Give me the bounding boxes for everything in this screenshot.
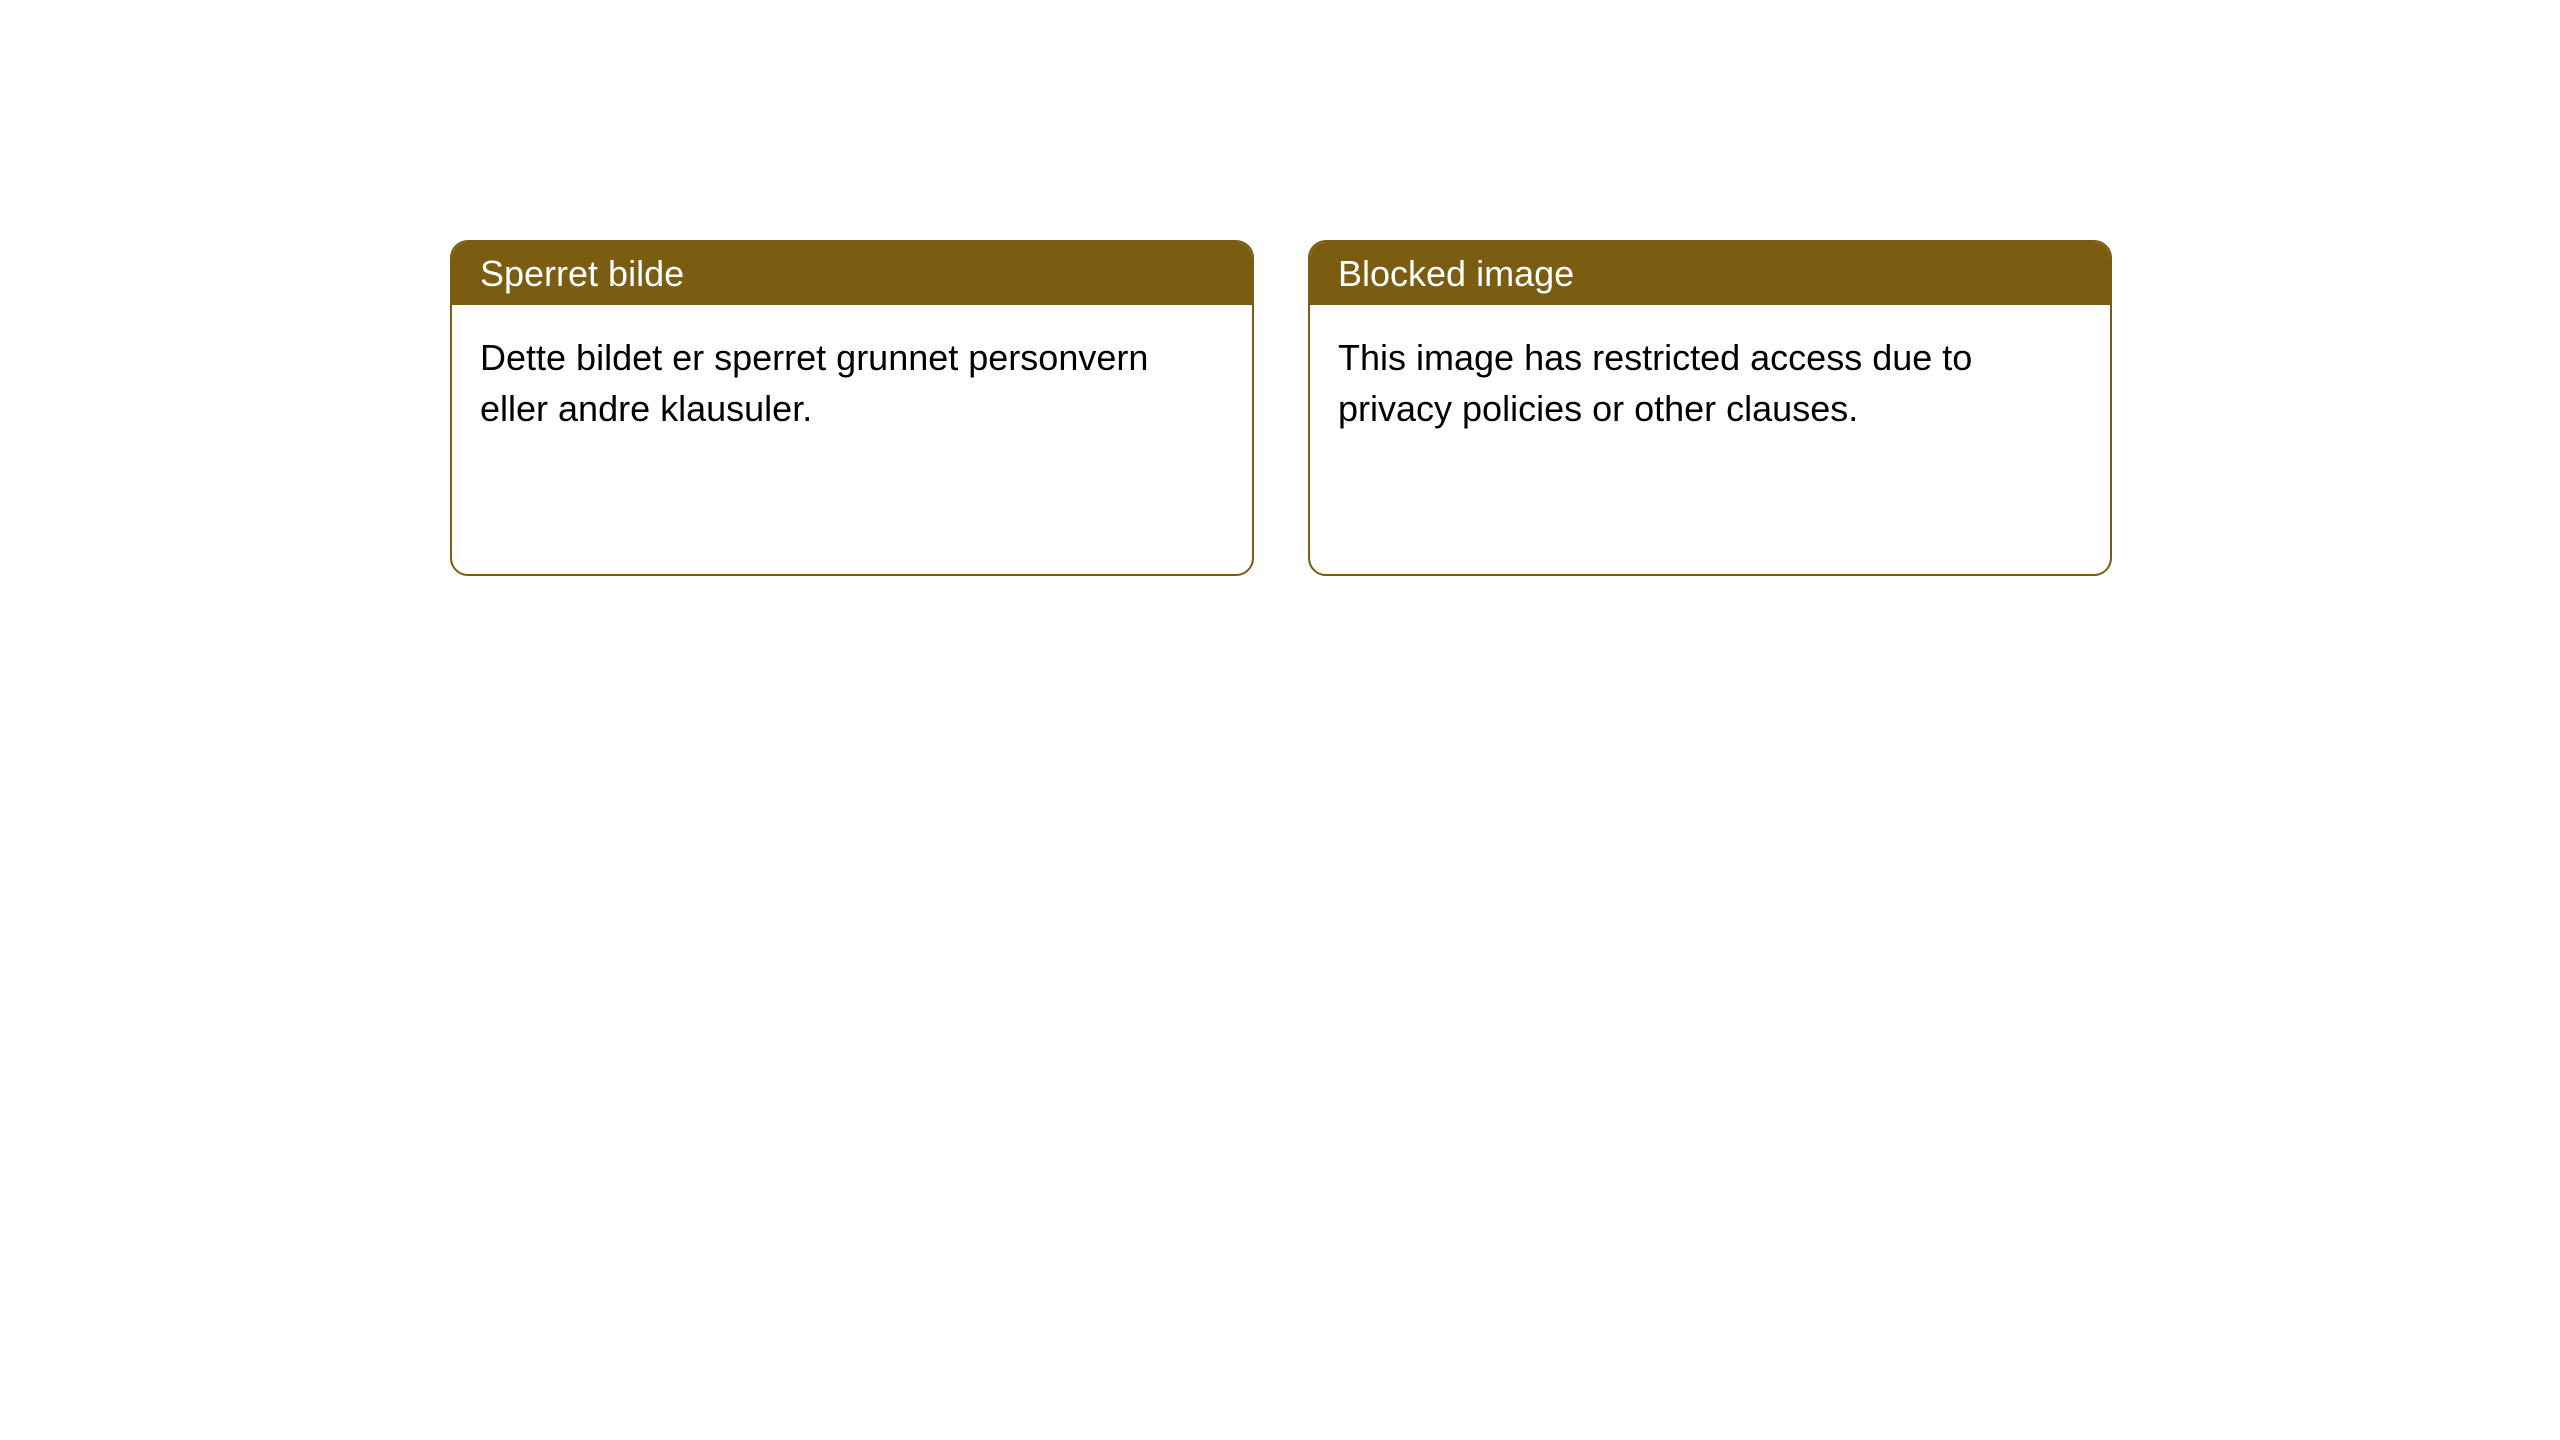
notice-box-english: Blocked image This image has restricted … xyxy=(1308,240,2112,576)
notice-text-english: This image has restricted access due to … xyxy=(1338,337,1972,428)
notice-title-norwegian: Sperret bilde xyxy=(480,253,684,294)
notice-box-norwegian: Sperret bilde Dette bildet er sperret gr… xyxy=(450,240,1254,576)
notice-body-norwegian: Dette bildet er sperret grunnet personve… xyxy=(452,305,1252,462)
notice-header-norwegian: Sperret bilde xyxy=(452,242,1252,305)
notice-header-english: Blocked image xyxy=(1310,242,2110,305)
notice-title-english: Blocked image xyxy=(1338,253,1574,294)
notice-text-norwegian: Dette bildet er sperret grunnet personve… xyxy=(480,337,1148,428)
notice-container: Sperret bilde Dette bildet er sperret gr… xyxy=(450,240,2112,576)
notice-body-english: This image has restricted access due to … xyxy=(1310,305,2110,462)
